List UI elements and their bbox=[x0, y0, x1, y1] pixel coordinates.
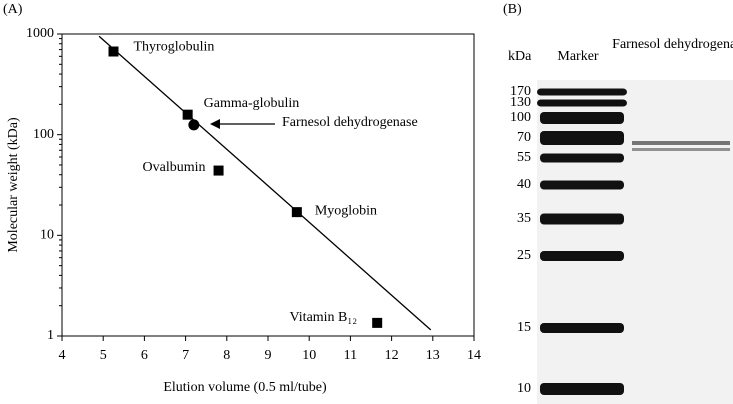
point bbox=[188, 119, 200, 131]
panel-label: (B) bbox=[503, 2, 522, 17]
marker-band bbox=[537, 99, 627, 107]
panel-label: (A) bbox=[3, 2, 23, 17]
point bbox=[372, 317, 383, 328]
marker-band bbox=[540, 383, 624, 395]
lane-label: Marker bbox=[557, 49, 599, 64]
marker-band bbox=[540, 323, 624, 333]
marker-size-label: 25 bbox=[517, 248, 531, 263]
y-tick-label: 100 bbox=[33, 127, 54, 142]
marker-band bbox=[540, 153, 624, 163]
point-label: Ovalbumin bbox=[143, 160, 206, 175]
x-tick-label: 4 bbox=[59, 348, 66, 363]
marker-size-label: 100 bbox=[510, 110, 531, 125]
x-tick-label: 9 bbox=[265, 348, 272, 363]
gel-background bbox=[537, 80, 733, 404]
marker-size-label: 130 bbox=[510, 95, 531, 110]
y-tick-label: 10 bbox=[40, 228, 54, 243]
gel-panel: (B) kDa Marker Farnesol dehydrogenase 17… bbox=[503, 2, 733, 404]
x-tick-label: 11 bbox=[344, 348, 357, 363]
point-label: Thyroglobulin bbox=[134, 40, 215, 55]
point bbox=[182, 109, 193, 120]
marker-band bbox=[540, 131, 624, 145]
annotation: Farnesol dehydrogenase bbox=[282, 115, 418, 130]
marker-size-label: 40 bbox=[517, 177, 531, 192]
y-axis-title: Molecular weight (kDa) bbox=[6, 117, 21, 253]
x-axis-title: Elution volume (0.5 ml/tube) bbox=[163, 380, 327, 395]
marker-size-label: 170 bbox=[510, 84, 531, 99]
sample-band bbox=[632, 141, 730, 145]
marker-size-label: 10 bbox=[517, 381, 531, 396]
lane-label: Farnesol dehydrogenase bbox=[612, 37, 733, 52]
marker-size-label: 55 bbox=[517, 150, 531, 165]
point bbox=[213, 165, 224, 176]
y-tick-label: 1000 bbox=[26, 26, 54, 41]
x-tick-label: 8 bbox=[223, 348, 230, 363]
marker-band bbox=[537, 88, 627, 96]
point-label: Gamma-globulin bbox=[204, 96, 300, 111]
marker-band bbox=[540, 180, 624, 190]
x-tick-label: 14 bbox=[467, 348, 481, 363]
x-tick-label: 13 bbox=[426, 348, 440, 363]
x-tick-label: 7 bbox=[182, 348, 189, 363]
unit-label: kDa bbox=[508, 49, 532, 64]
point bbox=[291, 207, 302, 218]
marker-band bbox=[540, 213, 624, 225]
x-tick-label: 10 bbox=[302, 348, 316, 363]
point-label: Vitamin B₁₂ bbox=[290, 310, 358, 325]
sample-band bbox=[632, 148, 730, 151]
marker-size-label: 15 bbox=[517, 320, 531, 335]
x-tick-label: 5 bbox=[100, 348, 107, 363]
x-tick-label: 12 bbox=[385, 348, 399, 363]
marker-size-label: 35 bbox=[517, 211, 531, 226]
y-tick-label: 1 bbox=[47, 328, 54, 343]
marker-band bbox=[540, 251, 624, 261]
point bbox=[108, 46, 119, 57]
marker-size-label: 70 bbox=[517, 130, 531, 145]
x-tick-label: 6 bbox=[141, 348, 148, 363]
fit-line bbox=[98, 35, 432, 331]
arrow-head bbox=[210, 119, 220, 129]
point-label: Myoglobin bbox=[315, 203, 377, 218]
marker-band bbox=[540, 112, 624, 124]
